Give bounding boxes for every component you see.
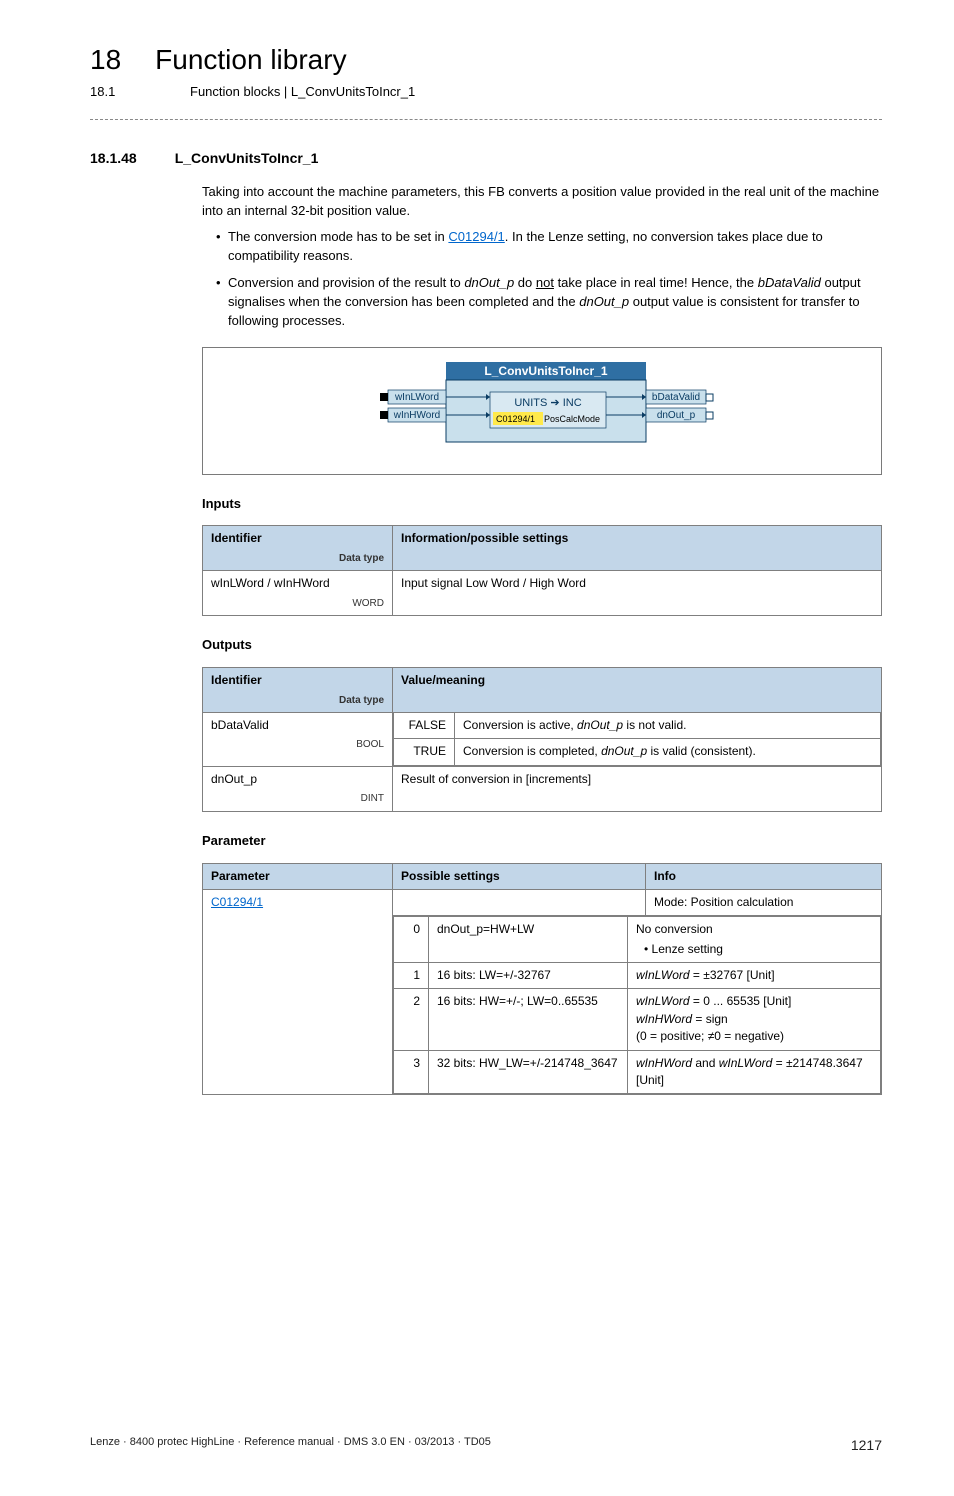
outputs-heading: Outputs (202, 636, 882, 655)
diagram-title: L_ConvUnitsToIncr_1 (484, 364, 607, 378)
table-row: C01294/1 Mode: Position calculation (203, 889, 882, 915)
diagram-out-top: bDataValid (652, 392, 700, 403)
inputs-col-id: Identifier Data type (203, 526, 393, 571)
diagram-in-top: wInLWord (394, 392, 439, 403)
outputs-col-id: Identifier Data type (203, 668, 393, 713)
chapter-title: Function library (155, 40, 346, 81)
divider (90, 119, 882, 120)
body-content: Taking into account the machine paramete… (202, 183, 882, 1096)
section-number: 18.1.48 (90, 148, 137, 168)
sub-number: 18.1 (90, 83, 136, 102)
params-col-s: Possible settings (393, 863, 646, 889)
footer-text: Lenze · 8400 protec HighLine · Reference… (90, 1435, 491, 1455)
chapter-number: 18 (90, 40, 121, 81)
bullet-item: Conversion and provision of the result t… (216, 274, 882, 331)
page-number: 1217 (851, 1435, 882, 1455)
bullet-item: The conversion mode has to be set in C01… (216, 228, 882, 266)
page-footer: Lenze · 8400 protec HighLine · Reference… (90, 1435, 882, 1455)
chapter-header: 18 Function library (90, 40, 882, 81)
diagram-code: C01294/1 (496, 414, 535, 424)
section-title: L_ConvUnitsToIncr_1 (175, 148, 319, 168)
params-table: Parameter Possible settings Info C01294/… (202, 863, 882, 1096)
params-col-p: Parameter (203, 863, 393, 889)
params-heading: Parameter (202, 832, 882, 851)
table-row: dnOut_p DINT Result of conversion in [in… (203, 766, 882, 811)
diagram-container: L_ConvUnitsToIncr_1 UNITS ➔ INC C01294/1… (202, 347, 882, 475)
fb-diagram: L_ConvUnitsToIncr_1 UNITS ➔ INC C01294/1… (352, 362, 732, 458)
table-row: wInLWord / wInHWord WORD Input signal Lo… (203, 571, 882, 616)
table-row: bDataValid BOOL FALSE Conversion is acti… (203, 713, 882, 767)
outputs-col-val: Value/meaning (393, 668, 882, 713)
inputs-heading: Inputs (202, 495, 882, 514)
outputs-table: Identifier Data type Value/meaning bData… (202, 667, 882, 812)
params-col-i: Info (646, 863, 882, 889)
inputs-table: Identifier Data type Information/possibl… (202, 525, 882, 616)
inputs-col-info: Information/possible settings (393, 526, 882, 571)
section-header: 18.1.48 L_ConvUnitsToIncr_1 (90, 148, 882, 168)
chapter-subline: 18.1 Function blocks | L_ConvUnitsToIncr… (90, 83, 882, 102)
diagram-inner-top: UNITS ➔ INC (514, 397, 581, 409)
intro-paragraph: Taking into account the machine paramete… (202, 183, 882, 221)
param-code-link[interactable]: C01294/1 (211, 895, 263, 909)
code-link[interactable]: C01294/1 (448, 229, 504, 244)
diagram-code-label: PosCalcMode (544, 414, 600, 424)
diagram-in-bot: wInHWord (393, 410, 441, 421)
sub-title: Function blocks | L_ConvUnitsToIncr_1 (190, 83, 415, 102)
diagram-out-bot: dnOut_p (657, 410, 696, 421)
